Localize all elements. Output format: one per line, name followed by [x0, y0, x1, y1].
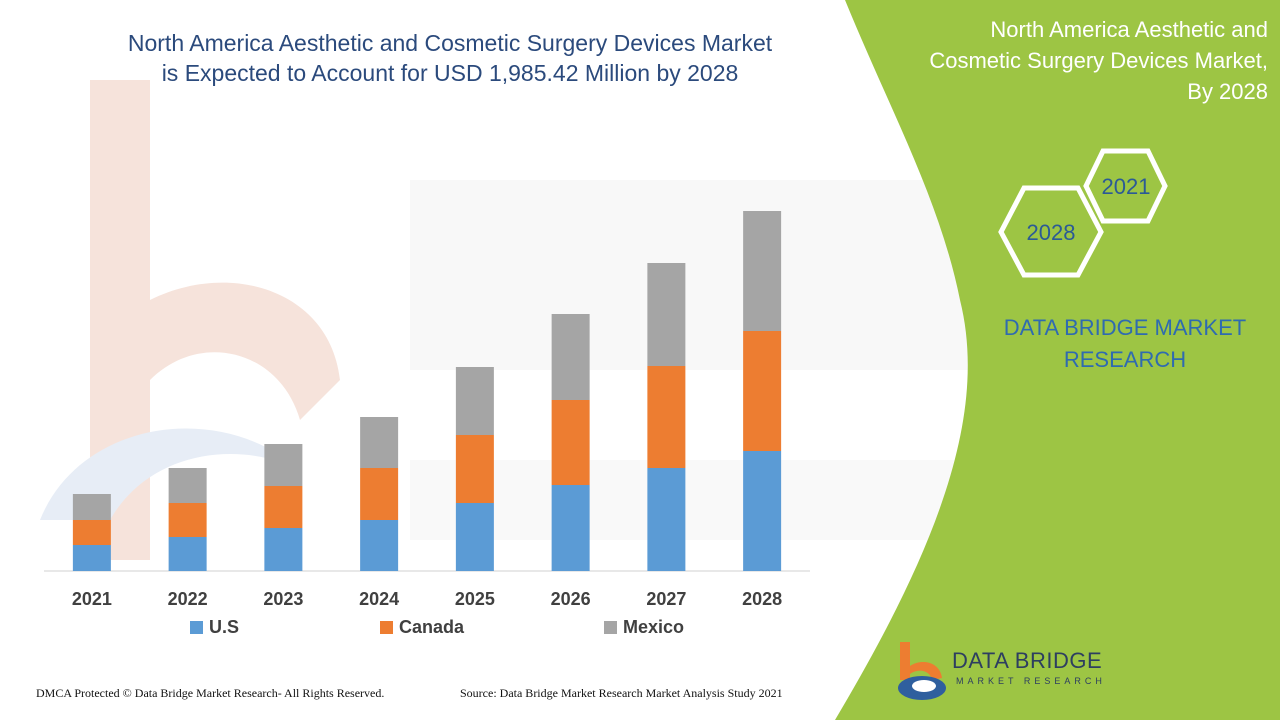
bar-2023-canada: [264, 486, 303, 528]
legend-label-us: U.S: [209, 617, 240, 637]
bar-2025-canada: [455, 435, 494, 503]
x-tick-label: 2025: [455, 589, 495, 609]
brand-line-2: RESEARCH: [1063, 347, 1187, 372]
bar-2022-us: [168, 537, 207, 571]
x-tick-label: 2028: [742, 589, 782, 609]
bar-2022-mexico: [168, 468, 207, 503]
logo-name: DATA BRIDGE: [952, 648, 1103, 673]
bar-2026-mexico: [551, 314, 590, 400]
bar-2028-canada: [743, 331, 782, 451]
bar-2023-mexico: [264, 444, 303, 486]
hexagon-2028-shape: [998, 185, 1104, 278]
bar-2022-canada: [168, 503, 207, 537]
legend-item-mexico: Mexico: [604, 617, 684, 638]
bar-2027-canada: [647, 366, 686, 468]
legend-swatch-canada: [380, 621, 393, 634]
logo-tagline: MARKET RESEARCH: [956, 676, 1106, 686]
bar-2023-us: [264, 528, 303, 571]
bar-2024-canada: [360, 468, 399, 520]
x-tick-label: 2026: [551, 589, 591, 609]
side-title-line-1: North America Aesthetic and: [990, 17, 1268, 42]
x-tick-label: 2022: [168, 589, 208, 609]
bar-2025-mexico: [455, 367, 494, 435]
side-title-line-3: By 2028: [1187, 79, 1268, 104]
x-tick-label: 2021: [72, 589, 112, 609]
side-title-line-2: Cosmetic Surgery Devices Market,: [929, 48, 1268, 73]
brand-line-1: DATA BRIDGE MARKET: [1003, 315, 1247, 340]
footer-source: Source: Data Bridge Market Research Mark…: [460, 686, 783, 700]
x-tick-label: 2024: [359, 589, 399, 609]
bar-2021-us: [72, 545, 111, 571]
legend-item-us: U.S: [190, 617, 239, 638]
legend-label-canada: Canada: [399, 617, 465, 637]
bar-2021-mexico: [72, 494, 111, 520]
bar-2026-canada: [551, 400, 590, 485]
chart-title: North America Aesthetic and Cosmetic Sur…: [60, 28, 840, 88]
title-line-2: is Expected to Account for USD 1,985.42 …: [161, 60, 739, 86]
bar-2028-us: [743, 451, 782, 571]
hex-year-2028: 2028: [1027, 220, 1076, 245]
data-bridge-logo-icon: [898, 642, 946, 700]
hex-year-2021: 2021: [1102, 174, 1151, 199]
bar-2024-mexico: [360, 417, 399, 468]
bar-2024-us: [360, 520, 399, 571]
legend-label-mexico: Mexico: [623, 617, 685, 637]
legend-swatch-us: [190, 621, 203, 634]
bar-2028-mexico: [743, 211, 782, 331]
footer-copyright: DMCA Protected © Data Bridge Market Rese…: [36, 686, 385, 700]
x-tick-label: 2027: [646, 589, 686, 609]
bar-2026-us: [551, 485, 590, 571]
bar-2025-us: [455, 503, 494, 571]
bar-2021-canada: [72, 520, 111, 545]
legend-item-canada: Canada: [380, 617, 464, 638]
x-tick-label: 2023: [263, 589, 303, 609]
stacked-bar-chart: 2021 2022 2023 2024 2025 2026 2027 2028: [44, 211, 810, 609]
hexagon-2021-shape: [1083, 148, 1168, 224]
brand-name: DATA BRIDGE MARKET RESEARCH: [960, 312, 1280, 376]
side-panel-title: North America Aesthetic and Cosmetic Sur…: [878, 14, 1268, 107]
bar-2027-us: [647, 468, 686, 571]
bar-2027-mexico: [647, 263, 686, 366]
legend-swatch-mexico: [604, 621, 617, 634]
title-line-1: North America Aesthetic and Cosmetic Sur…: [127, 30, 773, 56]
